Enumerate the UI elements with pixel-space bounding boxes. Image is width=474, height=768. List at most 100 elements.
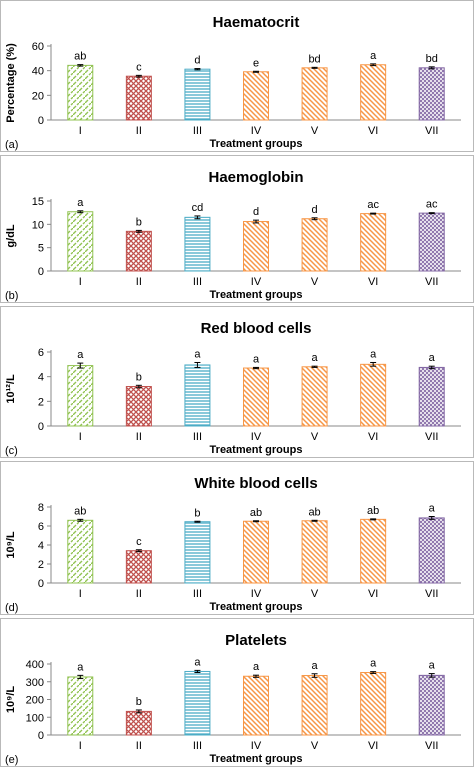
x-tick-label: VII [425,125,438,137]
significance-letter: a [429,352,436,364]
x-tick-label: III [193,431,202,443]
bar [125,710,152,736]
significance-letter: a [77,349,84,361]
significance-letter: ab [367,505,379,517]
bar [360,213,387,272]
x-tick-label: IV [251,125,262,137]
significance-letter: b [136,216,142,228]
bar [67,64,94,121]
chart-title: Haematocrit [213,14,300,31]
significance-letter: d [253,206,259,218]
y-tick-label: 2 [38,559,44,571]
bar [418,674,445,736]
bar [125,386,152,427]
chart-title: Platelets [225,632,287,649]
y-tick-label: 0 [38,730,44,742]
bar [243,675,269,736]
bar [418,366,445,427]
significance-letter: a [253,661,260,673]
y-tick-label: 2 [38,396,44,408]
significance-letter: ab [74,505,86,517]
x-tick-label: II [136,588,142,600]
y-axis-label: 10⁹/L [5,686,17,714]
significance-letter: c [136,61,142,73]
significance-letter: a [312,352,319,364]
x-tick-label: III [193,588,202,600]
y-tick-label: 20 [32,90,44,102]
x-tick-label: I [79,431,82,443]
significance-letter: ab [74,51,86,63]
panel-label: (e) [5,754,18,766]
significance-letter: a [370,50,377,62]
y-tick-label: 60 [32,41,44,53]
significance-letter: a [370,658,377,670]
y-tick-label: 10 [32,219,44,231]
bar [243,71,269,121]
bar [125,75,152,121]
y-axis-label: 10⁹/L [5,531,17,559]
bar [184,670,211,736]
significance-letter: d [194,55,200,67]
bar [360,64,387,121]
significance-letter: a [370,348,377,360]
bar [125,550,152,584]
bar [360,518,387,584]
bar [301,520,328,584]
bar [301,67,328,121]
bar [360,672,387,736]
panel-label: (a) [5,139,18,151]
significance-letter: d [312,204,318,216]
x-tick-label: VI [368,276,378,288]
bar [301,366,328,427]
significance-letter: ac [426,199,438,211]
chart-title: Red blood cells [201,320,312,337]
significance-letter: cd [192,202,204,214]
x-tick-label: IV [251,276,262,288]
x-axis-label: Treatment groups [210,444,303,456]
x-tick-label: I [79,588,82,600]
bar [418,67,445,121]
bar [184,216,211,272]
chart-svg: White blood cells 0 2 4 6 8 10⁹/L ab Ic II b III ab I… [5,475,461,614]
x-tick-label: VI [368,431,378,443]
x-tick-label: VI [368,588,378,600]
y-tick-label: 0 [38,421,44,433]
y-tick-label: 300 [26,677,44,689]
x-tick-label: II [136,125,142,137]
chart-svg: Red blood cells 0 2 4 6 10¹²/L a Ib II a III a IV a Va… [5,320,461,457]
y-tick-label: 4 [38,372,44,384]
y-axis-label: 10¹²/L [5,374,17,404]
y-tick-label: 100 [26,712,44,724]
bar [301,218,328,272]
significance-letter: c [136,536,142,548]
significance-letter: bd [426,53,438,65]
x-axis-label: Treatment groups [210,138,303,150]
bar [67,365,94,427]
x-axis-label: Treatment groups [210,289,303,301]
bar [243,221,269,272]
x-tick-label: VII [425,276,438,288]
significance-letter: a [253,353,260,365]
significance-letter: ab [250,507,262,519]
bar [67,211,94,272]
x-axis-label: Treatment groups [210,601,303,613]
significance-letter: b [136,696,142,708]
bar [301,675,328,736]
y-tick-label: 0 [38,266,44,278]
chart-title: White blood cells [194,475,317,492]
x-tick-label: III [193,125,202,137]
x-tick-label: V [311,431,319,443]
y-tick-label: 0 [38,578,44,590]
x-tick-label: V [311,276,319,288]
significance-letter: a [429,503,436,515]
chart-svg: Platelets 0 100 200 300 400 10⁹/L a Ib II a III a IV a… [5,632,461,766]
x-tick-label: V [311,588,319,600]
x-tick-label: IV [251,740,262,752]
bar [184,68,211,121]
x-tick-label: II [136,431,142,443]
x-tick-label: I [79,740,82,752]
